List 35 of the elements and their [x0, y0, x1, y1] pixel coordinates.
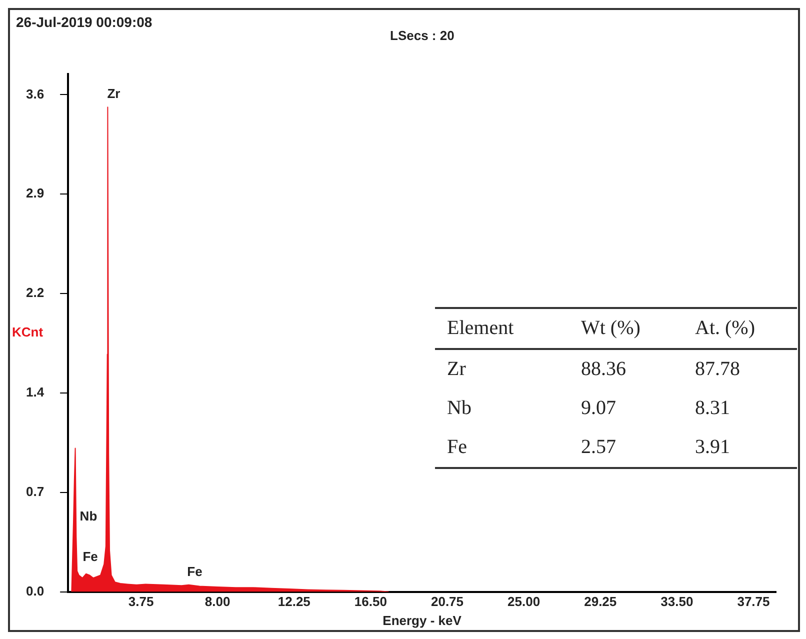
annotation: 9.07	[580, 396, 617, 421]
annotation: 3.91	[694, 435, 731, 460]
y-tick-label: 1.4	[26, 384, 45, 400]
x-tick-label: 25.00	[508, 594, 540, 610]
x-tick-label: 16.50	[354, 594, 387, 610]
y-tick-label: 0.0	[26, 583, 44, 598]
y-tick-label: 2.2	[26, 285, 44, 300]
x-tick-label: 12.25	[278, 594, 310, 610]
x-tick-label: 37.75	[737, 594, 770, 610]
x-tick-label: 29.25	[584, 594, 617, 610]
x-tick-label: 33.50	[660, 594, 694, 610]
x-axis-title: Energy - keV	[382, 612, 462, 628]
annotation: Nb	[80, 508, 98, 524]
annotation: At. (%)	[694, 316, 756, 341]
annotation: Fe	[446, 435, 468, 460]
annotation: 88.36	[580, 357, 627, 382]
annotation: Fe	[187, 564, 202, 579]
annotation: Element	[446, 316, 515, 341]
y-axis-title: KCnt	[12, 324, 44, 340]
x-tick-label: 8.00	[204, 594, 230, 610]
y-tick-label: 2.9	[26, 186, 44, 201]
y-tick-label: 0.7	[26, 484, 44, 499]
annotation: 8.31	[694, 396, 731, 421]
annotation: 2.57	[580, 435, 617, 460]
annotation: 87.78	[694, 357, 741, 382]
annotation: Wt (%)	[580, 316, 642, 341]
annotation: Zr	[446, 357, 467, 382]
annotation: Zr	[107, 86, 120, 102]
annotation: Nb	[446, 396, 472, 421]
annotation: Fe	[82, 548, 98, 564]
chart-subtitle: LSecs : 20	[390, 28, 454, 43]
y-tick-label: 3.6	[26, 86, 44, 102]
chart-title: 26-Jul-2019 00:09:08	[16, 14, 152, 30]
x-tick-label: 20.75	[430, 594, 464, 610]
x-tick-label: 3.75	[128, 594, 154, 610]
